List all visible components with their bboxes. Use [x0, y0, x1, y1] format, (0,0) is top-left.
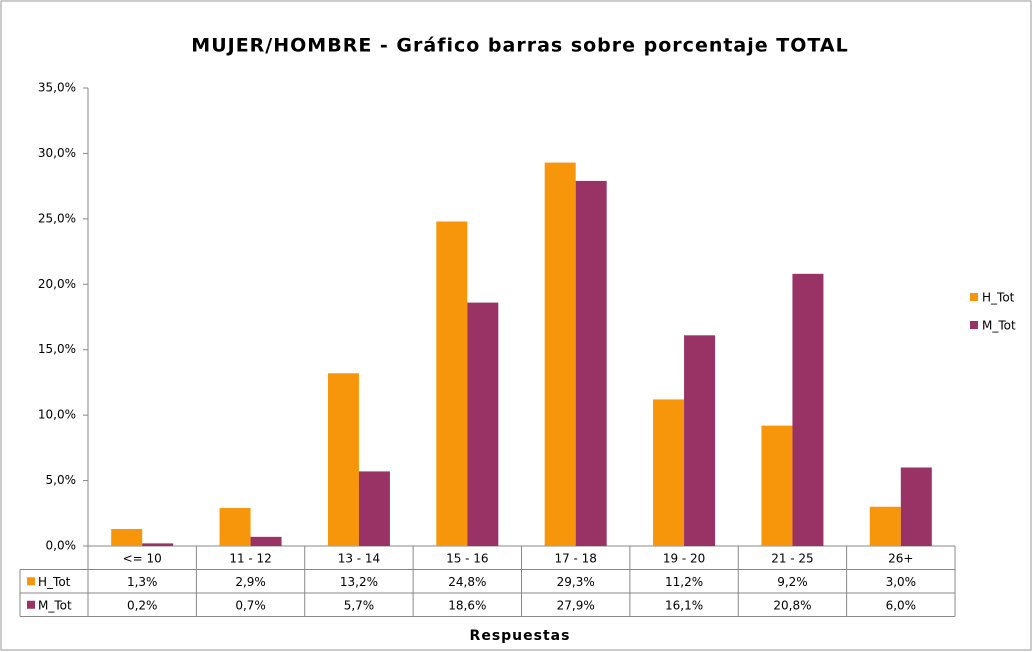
table-key — [27, 600, 35, 609]
bar — [436, 221, 468, 546]
table-value: 5,7% — [344, 598, 375, 612]
table-value: 29,3% — [557, 575, 595, 589]
x-tick-label: 17 - 18 — [554, 551, 597, 565]
bar — [575, 180, 607, 546]
bar — [869, 506, 901, 546]
table-value: 27,9% — [557, 598, 595, 612]
x-tick-label: 19 - 20 — [663, 551, 706, 565]
table-value: 24,8% — [448, 575, 486, 589]
table-value: 9,2% — [777, 575, 808, 589]
y-tick-label: 0,0% — [46, 539, 77, 553]
table-value: 18,6% — [448, 598, 486, 612]
bar — [250, 536, 282, 546]
table-value: 13,2% — [340, 575, 378, 589]
bar — [358, 471, 390, 546]
table-row-label: M_Tot — [38, 598, 72, 612]
bar — [792, 273, 824, 546]
table-key — [27, 577, 35, 586]
x-axis-label: Respuestas — [470, 628, 571, 644]
legend-label: H_Tot — [982, 291, 1015, 305]
y-tick-label: 30,0% — [38, 146, 76, 160]
legend-swatch — [970, 321, 978, 329]
table-value: 0,7% — [235, 598, 266, 612]
y-tick-label: 15,0% — [38, 342, 76, 356]
bar — [219, 508, 251, 546]
bar — [653, 399, 685, 546]
bar — [900, 467, 932, 546]
legend-label: M_Tot — [982, 319, 1016, 333]
x-tick-label: 26+ — [888, 551, 913, 565]
x-tick-label: 13 - 14 — [338, 551, 381, 565]
x-tick-label: 11 - 12 — [229, 551, 272, 565]
y-tick-label: 25,0% — [38, 211, 76, 225]
bar — [111, 528, 143, 546]
x-tick-label: 21 - 25 — [771, 551, 814, 565]
table-value: 3,0% — [886, 575, 917, 589]
bar — [761, 425, 793, 546]
table-value: 20,8% — [773, 598, 811, 612]
table-value: 6,0% — [886, 598, 917, 612]
table-value: 0,2% — [127, 598, 158, 612]
table-row-label: H_Tot — [38, 575, 71, 589]
y-tick-label: 35,0% — [38, 81, 76, 95]
y-tick-label: 20,0% — [38, 277, 76, 291]
bar — [467, 302, 499, 546]
bar — [684, 335, 716, 546]
y-tick-label: 10,0% — [38, 408, 76, 422]
table-value: 2,9% — [235, 575, 266, 589]
bar — [327, 373, 359, 546]
table-value: 1,3% — [127, 575, 158, 589]
y-tick-label: 5,0% — [46, 473, 77, 487]
bar — [142, 543, 174, 546]
x-tick-label: 15 - 16 — [446, 551, 489, 565]
table-value: 16,1% — [665, 598, 703, 612]
x-tick-label: <= 10 — [123, 551, 162, 565]
legend-swatch — [970, 293, 978, 301]
bar — [544, 162, 576, 547]
table-value: 11,2% — [665, 575, 703, 589]
chart-title: MUJER/HOMBRE - Gráfico barras sobre porc… — [191, 35, 848, 57]
